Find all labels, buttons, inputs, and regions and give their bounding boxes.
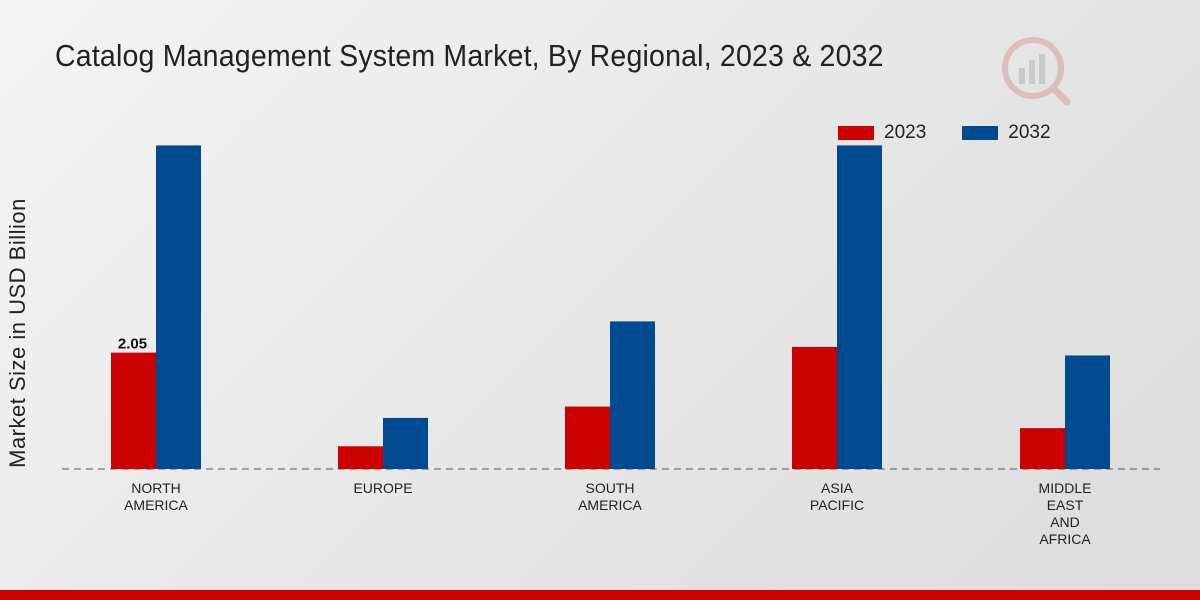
legend-item-2023: 2023 <box>838 122 926 144</box>
bar-2032-south-america <box>610 321 655 469</box>
bar-2032-middle-east-and-africa <box>1065 355 1110 469</box>
x-tick-label: EUROPE <box>353 480 412 496</box>
x-tick-label: NORTH AMERICA <box>124 480 188 513</box>
x-tick-label: SOUTH AMERICA <box>578 480 642 513</box>
legend-item-2032: 2032 <box>962 122 1051 144</box>
chart-title: Catalog Management System Market, By Reg… <box>55 38 884 73</box>
footer-bar <box>0 590 1200 600</box>
data-label: 2.05 <box>118 336 147 353</box>
bar-2032-europe <box>383 417 428 469</box>
bar-2032-asia-pacific <box>837 145 882 469</box>
bar-2023-middle-east-and-africa <box>1020 428 1065 469</box>
x-tick-label: MIDDLE EAST AND AFRICA <box>1039 480 1092 547</box>
legend-swatch-2032 <box>962 126 999 140</box>
chart-logo-icon <box>1002 37 1071 106</box>
bar-2023-south-america <box>565 406 610 469</box>
bar-2023-asia-pacific <box>792 346 837 469</box>
x-tick-label: ASIA PACIFIC <box>810 480 864 513</box>
bar-2023-north-america <box>111 352 156 469</box>
legend-label-2032: 2032 <box>1008 122 1051 143</box>
bar-2023-europe <box>338 446 383 469</box>
legend-label-2023: 2023 <box>884 122 927 143</box>
bar-2032-north-america <box>156 145 201 469</box>
legend-swatch-2023 <box>838 126 874 140</box>
legend: 2023 2032 <box>838 122 1051 144</box>
